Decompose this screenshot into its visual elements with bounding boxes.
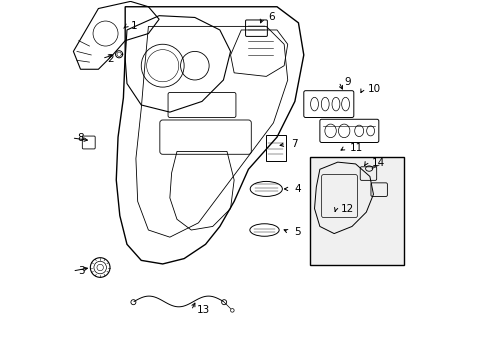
Text: 7: 7: [291, 139, 297, 149]
Text: 1: 1: [131, 21, 138, 31]
Text: 13: 13: [196, 305, 209, 315]
Text: 10: 10: [367, 84, 381, 94]
Text: 4: 4: [294, 184, 300, 194]
Text: 3: 3: [78, 266, 84, 276]
Text: 14: 14: [371, 158, 384, 168]
Text: 11: 11: [349, 143, 363, 153]
Bar: [309, 157, 403, 265]
Text: 9: 9: [344, 77, 350, 87]
Text: 8: 8: [77, 133, 83, 143]
Text: 5: 5: [294, 227, 300, 237]
Text: 2: 2: [107, 54, 114, 64]
Text: 6: 6: [267, 13, 274, 22]
Text: 12: 12: [341, 203, 354, 213]
